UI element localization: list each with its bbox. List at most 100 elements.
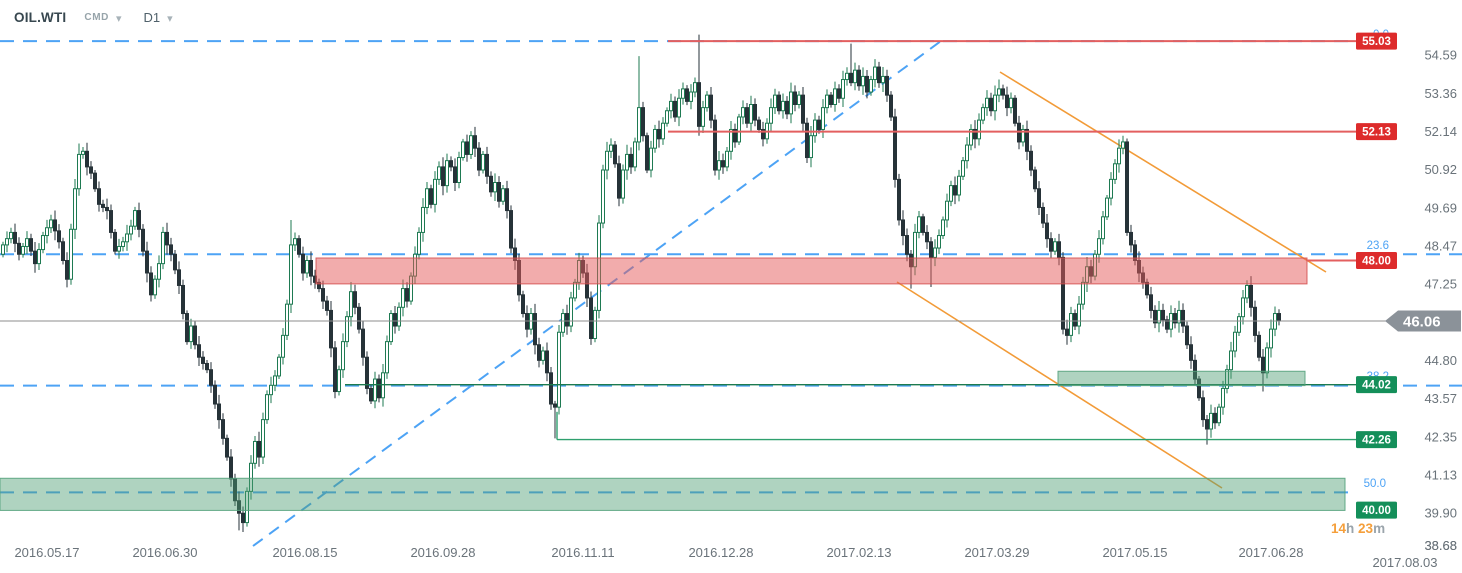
descending-channel-line-1[interactable] <box>999 71 1327 273</box>
candle <box>753 98 757 127</box>
candle <box>697 34 701 136</box>
candle <box>1125 138 1129 236</box>
candle <box>621 164 625 204</box>
candle <box>49 214 53 233</box>
candle <box>1053 238 1057 255</box>
candle <box>893 108 897 188</box>
candle <box>897 173 901 226</box>
candle <box>233 473 237 506</box>
candle <box>337 365 341 396</box>
candle <box>1105 194 1109 220</box>
candle <box>1269 319 1273 358</box>
candle <box>589 291 593 345</box>
candle <box>469 131 473 160</box>
timeframe-selector[interactable]: D1 <box>143 10 161 25</box>
chevron-down-icon[interactable]: ▾ <box>167 13 173 25</box>
candle <box>789 82 793 124</box>
candle <box>793 85 797 112</box>
candle <box>129 219 133 241</box>
candle <box>497 176 501 208</box>
candle <box>1101 211 1105 245</box>
candle <box>785 96 789 120</box>
candle <box>445 153 449 193</box>
candle <box>889 91 893 121</box>
candle <box>85 142 89 176</box>
candle <box>613 141 617 168</box>
candle <box>953 176 957 205</box>
candle <box>217 394 221 429</box>
supply-zone[interactable] <box>315 257 1308 285</box>
candle <box>393 305 397 334</box>
candle <box>689 84 693 110</box>
price-tag-55.03[interactable] <box>1356 32 1397 50</box>
candle <box>149 266 153 302</box>
candle <box>113 229 117 255</box>
candle <box>481 151 485 174</box>
price-tag-44.02[interactable] <box>1356 376 1397 394</box>
candle <box>941 216 945 239</box>
candle <box>717 150 721 180</box>
candle <box>125 224 129 251</box>
price-tag-40.00[interactable] <box>1356 501 1397 519</box>
candle <box>61 237 65 265</box>
candle <box>1233 325 1237 358</box>
candle <box>165 222 169 255</box>
candle <box>781 93 785 119</box>
candle <box>285 299 289 340</box>
candle <box>757 116 761 133</box>
x-axis-date: 2016.09.28 <box>410 545 475 560</box>
candle <box>133 206 137 230</box>
demand-zone[interactable] <box>0 477 1346 511</box>
y-axis-tick: 43.57 <box>1424 391 1457 406</box>
candle <box>37 243 41 271</box>
candle <box>665 107 669 127</box>
fib-level-label-23.6: 23.6 <box>1367 240 1389 252</box>
candle <box>93 170 97 192</box>
candle <box>193 321 197 350</box>
candle <box>1021 124 1025 147</box>
candle <box>249 455 253 500</box>
candle <box>121 236 125 252</box>
candle <box>1005 86 1009 117</box>
candle <box>569 291 573 333</box>
candle <box>701 100 705 134</box>
price-tag-text: 48.00 <box>1362 256 1391 268</box>
x-axis-date: 2016.08.15 <box>272 545 337 560</box>
price-tag-48.00[interactable] <box>1356 252 1397 269</box>
candle <box>281 328 285 365</box>
candle <box>293 232 297 252</box>
account-type-label[interactable]: CMD <box>84 12 109 23</box>
chevron-down-icon[interactable]: ▾ <box>115 13 122 25</box>
candle <box>669 93 673 119</box>
candle <box>365 351 369 395</box>
demand-zone[interactable] <box>1057 370 1306 387</box>
candle <box>989 92 993 117</box>
x-axis-date-future: 2017.08.03 <box>1372 555 1437 570</box>
candle <box>625 144 629 180</box>
price-tag-42.26[interactable] <box>1356 431 1397 449</box>
candle <box>661 117 665 145</box>
candle <box>653 124 657 153</box>
candle <box>189 318 193 349</box>
y-axis-tick: 50.92 <box>1424 162 1457 177</box>
candle <box>257 431 261 467</box>
candle <box>97 181 101 212</box>
candle <box>949 180 953 207</box>
candle <box>405 282 409 308</box>
candle <box>181 279 185 320</box>
candle <box>5 231 9 253</box>
candle <box>509 205 513 254</box>
candle <box>873 59 877 88</box>
candle <box>117 238 121 259</box>
candle <box>561 308 565 337</box>
candle <box>265 390 269 424</box>
candle <box>1277 309 1281 326</box>
price-tag-52.13[interactable] <box>1356 123 1397 141</box>
candle <box>1149 286 1153 319</box>
candle <box>309 251 313 286</box>
candle <box>369 385 373 405</box>
candle <box>441 157 445 196</box>
symbol-selector[interactable]: OIL.WTI <box>14 10 67 25</box>
candle <box>745 103 749 128</box>
